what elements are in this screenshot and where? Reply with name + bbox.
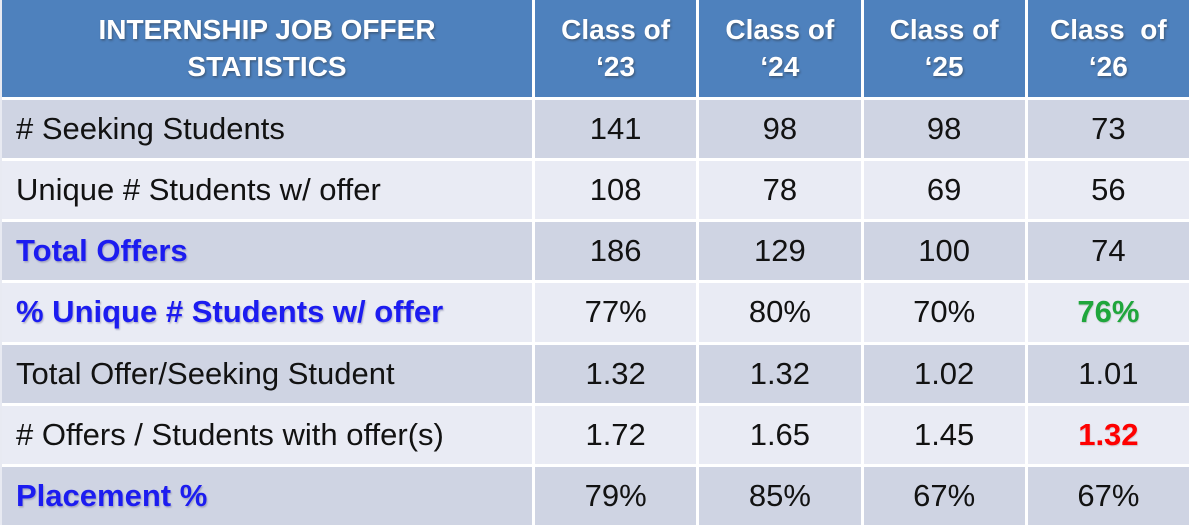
- value-cell: 1.01: [1027, 344, 1189, 403]
- value-cell: 85%: [699, 466, 861, 525]
- column-header-year: ‘26: [1088, 50, 1128, 82]
- value-cell: 67%: [863, 466, 1025, 525]
- column-header-class-of-24: Class of ‘24: [699, 0, 861, 97]
- column-header-text: Class of: [725, 13, 835, 45]
- column-header-class-of-26: Class of ‘26: [1027, 0, 1189, 97]
- column-header-text: Class of: [561, 13, 671, 45]
- table-title-line1: INTERNSHIP JOB OFFER: [98, 13, 436, 45]
- value-cell: 100: [863, 222, 1025, 281]
- column-header-text: Class of: [889, 13, 999, 45]
- value-cell: 74: [1027, 222, 1189, 281]
- column-header-year: ‘24: [760, 50, 800, 82]
- value-cell: 1.32: [699, 344, 861, 403]
- value-cell-highlight-red: 1.32: [1027, 405, 1189, 464]
- value-cell: 70%: [863, 283, 1025, 342]
- column-header-class-of-23: Class of ‘23: [535, 0, 697, 97]
- value-cell: 77%: [535, 283, 697, 342]
- value-cell: 141: [535, 100, 697, 159]
- row-label-pct-unique-students-with-offer: % Unique # Students w/ offer: [2, 283, 532, 342]
- value-cell: 186: [535, 222, 697, 281]
- column-header-text: Class of: [1050, 13, 1167, 45]
- column-header-year: ‘23: [596, 50, 636, 82]
- value-cell: 1.65: [699, 405, 861, 464]
- value-cell: 80%: [699, 283, 861, 342]
- row-label-seeking-students: # Seeking Students: [2, 100, 532, 159]
- value-cell: 56: [1027, 161, 1189, 220]
- value-cell-highlight-green: 76%: [1027, 283, 1189, 342]
- value-cell: 73: [1027, 100, 1189, 159]
- value-cell: 1.45: [863, 405, 1025, 464]
- table-title-line2: STATISTICS: [187, 50, 347, 82]
- value-cell: 98: [863, 100, 1025, 159]
- value-cell: 69: [863, 161, 1025, 220]
- value-cell: 1.32: [535, 344, 697, 403]
- value-cell: 108: [535, 161, 697, 220]
- column-header-class-of-25: Class of ‘25: [863, 0, 1025, 97]
- value-cell: 79%: [535, 466, 697, 525]
- row-label-total-offers: Total Offers: [2, 222, 532, 281]
- value-cell: 78: [699, 161, 861, 220]
- value-cell: 129: [699, 222, 861, 281]
- row-label-total-offer-per-seeking-student: Total Offer/Seeking Student: [2, 344, 532, 403]
- column-header-year: ‘25: [924, 50, 964, 82]
- value-cell: 1.02: [863, 344, 1025, 403]
- row-label-placement-pct: Placement %: [2, 466, 532, 525]
- value-cell: 1.72: [535, 405, 697, 464]
- table-title-cell: INTERNSHIP JOB OFFER STATISTICS: [2, 0, 532, 97]
- value-cell: 67%: [1027, 466, 1189, 525]
- row-label-unique-students-with-offer: Unique # Students w/ offer: [2, 161, 532, 220]
- row-label-offers-per-student-with-offer: # Offers / Students with offer(s): [2, 405, 532, 464]
- value-cell: 98: [699, 100, 861, 159]
